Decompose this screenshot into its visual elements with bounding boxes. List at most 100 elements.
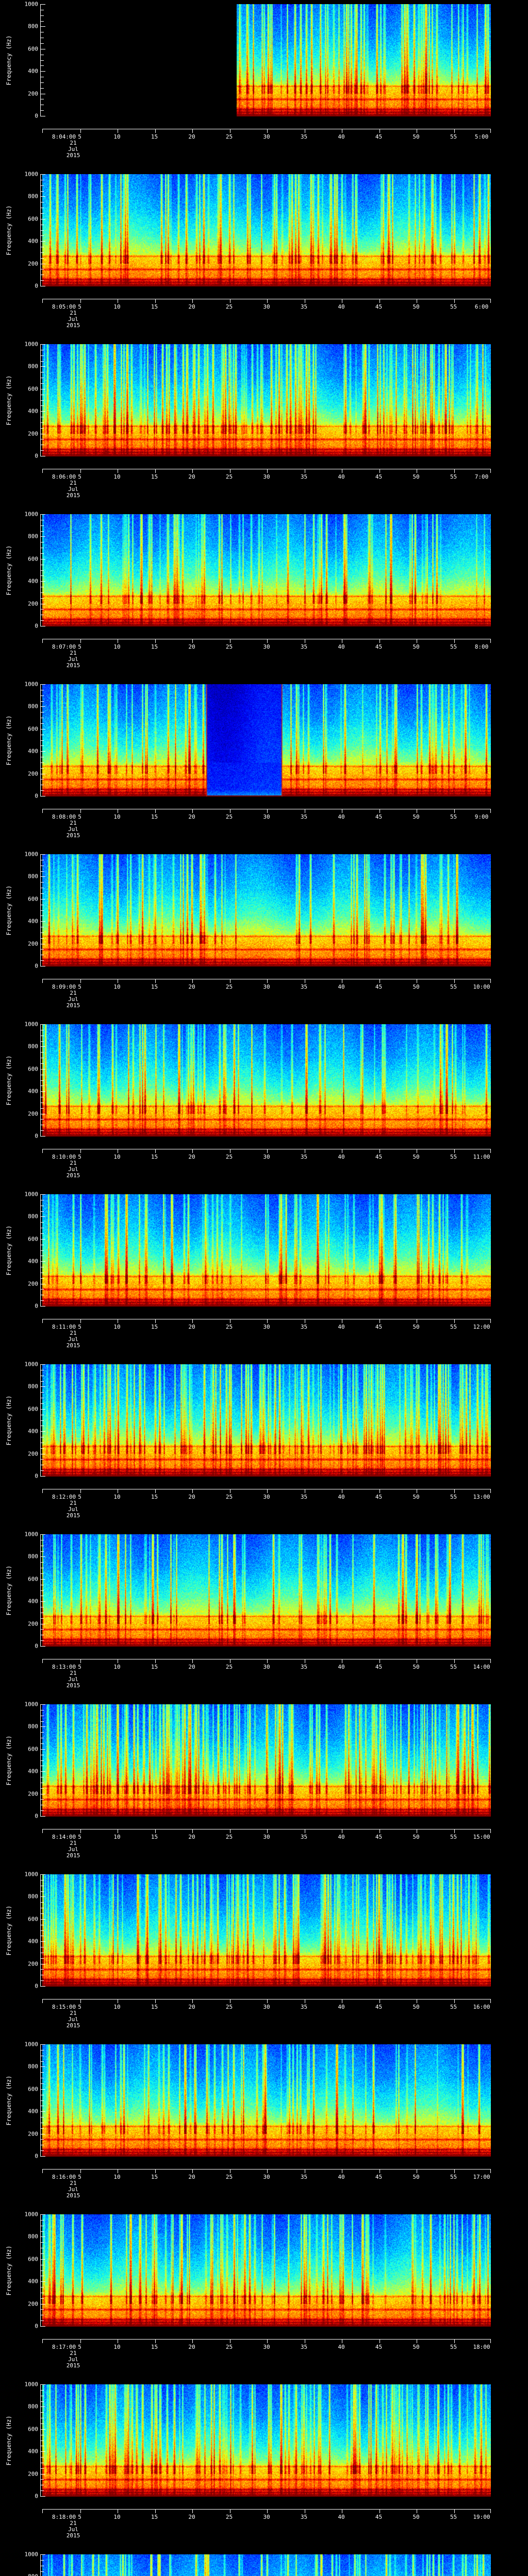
spectrogram-image bbox=[42, 1194, 491, 1307]
x-tick-label: 40 bbox=[338, 473, 345, 480]
y-tick-major bbox=[41, 1579, 45, 1580]
y-tick-label: 0 bbox=[35, 1302, 38, 1310]
x-tick-label: 50 bbox=[412, 2344, 420, 2350]
x-axis-date-stack: 21 Jul 2015 bbox=[42, 1840, 104, 1859]
y-tick-label: 600 bbox=[28, 895, 38, 903]
spectrogram-panel: 0 200 400 600 800 1000 Frequency (Hz) 8:10:00 5 1… bbox=[0, 1020, 528, 1190]
y-tick-minor bbox=[41, 1788, 44, 1789]
x-axis bbox=[42, 2339, 491, 2343]
y-tick-label: 1000 bbox=[24, 171, 39, 178]
x-tick-label: 25 bbox=[225, 2344, 233, 2350]
y-tick-label: 200 bbox=[28, 770, 38, 777]
y-tick-label: 200 bbox=[28, 1110, 38, 1117]
y-tick-major bbox=[41, 1601, 45, 1602]
x-tick bbox=[454, 299, 455, 303]
y-tick-minor bbox=[41, 43, 44, 44]
x-tick-label: 30 bbox=[263, 2174, 270, 2180]
x-tick-label: 15 bbox=[151, 1664, 158, 1670]
x-tick-label: 20 bbox=[188, 1494, 195, 1500]
x-tick-labels: 8:15:00 5 10 15 20 25 30 35 40 45 50 55 16:00 bbox=[0, 2004, 528, 2012]
y-tick-label: 1000 bbox=[24, 2551, 39, 2558]
y-tick-minor bbox=[41, 1108, 44, 1109]
y-tick-label: 800 bbox=[28, 1893, 38, 1900]
y-tick-minor bbox=[41, 2309, 44, 2310]
y-tick-label: 1000 bbox=[24, 2381, 39, 2388]
y-tick-label: 800 bbox=[28, 1213, 38, 1220]
x-tick-label: 20 bbox=[188, 2004, 195, 2010]
x-axis-end-time: 9:00 bbox=[474, 814, 489, 820]
date-year: 2015 bbox=[66, 2532, 80, 2539]
x-tick-label: 40 bbox=[338, 2004, 345, 2010]
y-tick-minor bbox=[41, 1721, 44, 1722]
spectrogram-panel: 0 200 400 600 800 1000 Frequency (Hz) 8:05:00 5 1… bbox=[0, 170, 528, 340]
y-tick-minor bbox=[41, 553, 44, 554]
x-tick bbox=[454, 2170, 455, 2173]
y-tick-major bbox=[41, 1476, 45, 1477]
x-tick-label: 55 bbox=[450, 1834, 457, 1840]
y-axis-title: Frequency (Hz) bbox=[5, 545, 12, 596]
x-axis-end-time: 11:00 bbox=[473, 1154, 490, 1160]
x-axis-date-stack: 21 Jul 2015 bbox=[42, 310, 104, 329]
x-tick bbox=[192, 1149, 193, 1153]
y-tick-label: 600 bbox=[28, 555, 38, 563]
y-tick-minor bbox=[41, 1063, 44, 1064]
x-axis-start-time: 8:07:00 bbox=[52, 643, 76, 650]
date-month: Jul bbox=[68, 826, 78, 833]
y-tick-minor bbox=[41, 1799, 44, 1800]
y-tick-minor bbox=[41, 1618, 44, 1619]
y-tick-major bbox=[41, 1919, 45, 1920]
y-tick-minor bbox=[41, 60, 44, 61]
x-axis-end-time: 18:00 bbox=[473, 2344, 490, 2350]
x-tick-label: 5 bbox=[78, 2344, 81, 2350]
y-tick-minor bbox=[41, 280, 44, 281]
x-tick-label: 30 bbox=[263, 473, 270, 480]
x-axis-end-time: 8:00 bbox=[474, 643, 489, 650]
x-tick bbox=[80, 129, 81, 133]
x-tick bbox=[454, 1149, 455, 1153]
x-tick bbox=[192, 2510, 193, 2513]
y-tick-minor bbox=[41, 1300, 44, 1301]
x-tick bbox=[267, 1659, 268, 1663]
x-tick-label: 15 bbox=[151, 473, 158, 480]
y-tick-minor bbox=[41, 1891, 44, 1892]
y-tick-major bbox=[41, 536, 45, 537]
x-tick-label: 20 bbox=[188, 2344, 195, 2350]
y-tick-minor bbox=[41, 1573, 44, 1574]
x-tick bbox=[155, 809, 156, 813]
x-tick-label: 5 bbox=[78, 2174, 81, 2180]
x-tick-label: 45 bbox=[375, 2174, 383, 2180]
x-tick bbox=[80, 2170, 81, 2173]
x-axis-end-time: 15:00 bbox=[473, 1834, 490, 1840]
y-tick-minor bbox=[41, 235, 44, 236]
y-tick-label: 1000 bbox=[24, 1021, 39, 1028]
y-tick-major bbox=[41, 1364, 45, 1365]
date-month: Jul bbox=[68, 2186, 78, 2193]
y-tick-minor bbox=[41, 258, 44, 259]
x-tick-label: 30 bbox=[263, 2514, 270, 2520]
x-tick-label: 15 bbox=[151, 984, 158, 990]
x-tick-label: 30 bbox=[263, 2344, 270, 2350]
x-tick bbox=[192, 469, 193, 473]
x-tick-label: 10 bbox=[113, 1494, 121, 1500]
x-tick-label: 45 bbox=[375, 133, 383, 140]
y-axis bbox=[40, 514, 45, 626]
x-tick-label: 5 bbox=[78, 473, 81, 480]
x-axis-start-time: 8:13:00 bbox=[52, 1664, 76, 1670]
y-axis-title: Frequency (Hz) bbox=[5, 1395, 12, 1446]
y-tick-label: 400 bbox=[28, 918, 38, 925]
x-tick-label: 10 bbox=[113, 1324, 121, 1330]
x-tick-label: 40 bbox=[338, 2344, 345, 2350]
x-tick-label: 15 bbox=[151, 2514, 158, 2520]
y-tick-major bbox=[41, 854, 45, 855]
x-tick bbox=[155, 1659, 156, 1663]
y-tick-label: 0 bbox=[35, 2493, 38, 2500]
x-tick-label: 35 bbox=[300, 2344, 308, 2350]
date-month: Jul bbox=[68, 486, 78, 493]
y-axis-title: Frequency (Hz) bbox=[5, 2415, 12, 2466]
x-tick-label: 40 bbox=[338, 1834, 345, 1840]
x-tick-label: 35 bbox=[300, 473, 308, 480]
date-year: 2015 bbox=[66, 1512, 80, 1519]
date-year: 2015 bbox=[66, 322, 80, 329]
y-tick-minor bbox=[41, 1278, 44, 1279]
x-tick-label: 55 bbox=[450, 814, 457, 820]
